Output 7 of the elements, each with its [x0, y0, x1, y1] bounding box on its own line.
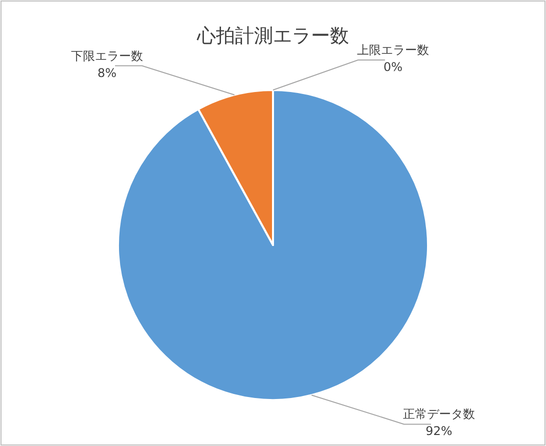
data-label: 8% — [97, 66, 117, 80]
slice-label: 正常データ数 — [403, 407, 476, 422]
data-label: 92% — [426, 424, 452, 438]
slice-label: 下限エラー数 — [70, 48, 143, 63]
category-label: 上限エラー数 — [357, 43, 429, 57]
chart-title: 心拍計測エラー数 — [196, 25, 349, 47]
text: 0% — [383, 60, 403, 74]
